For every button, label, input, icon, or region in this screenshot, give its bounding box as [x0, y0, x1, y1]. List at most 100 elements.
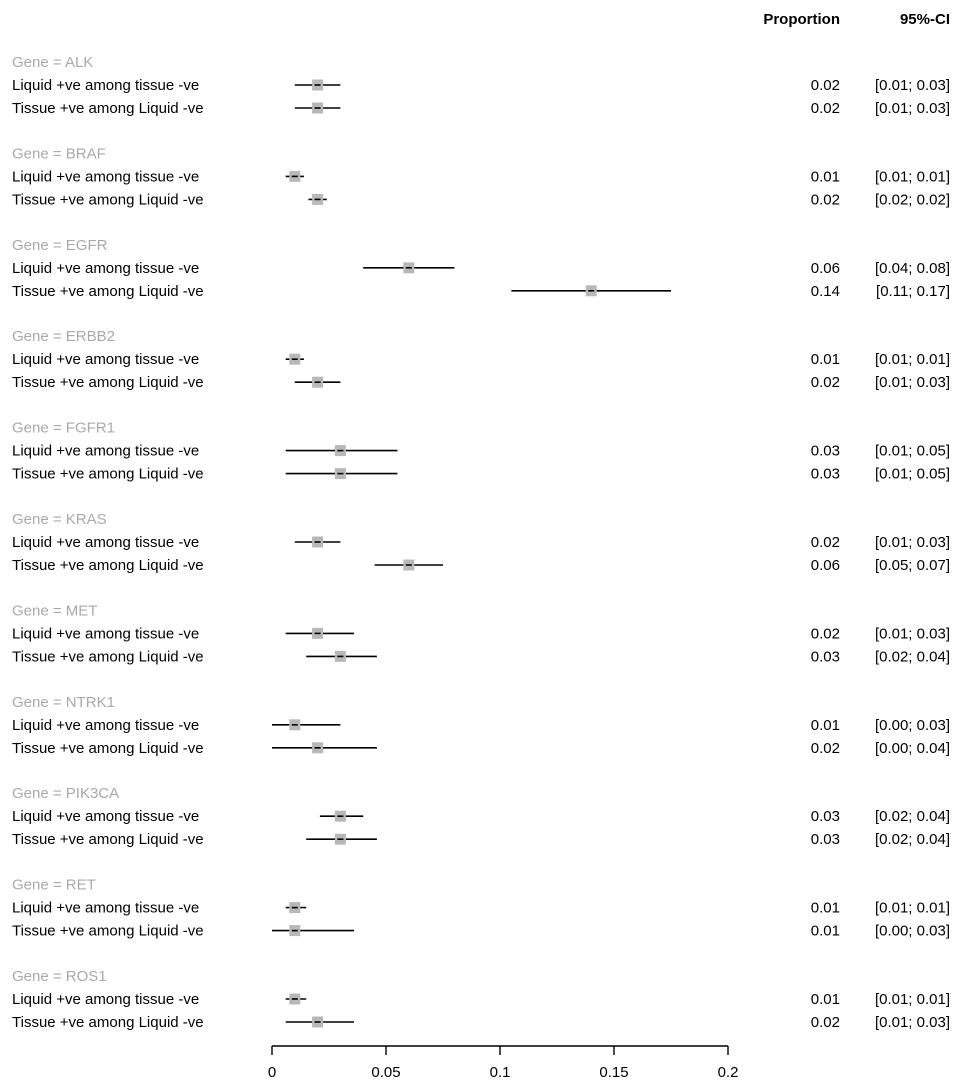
gene-group: Gene = MET Liquid +ve among tissue -ve 0.0… — [12, 602, 950, 665]
proportion-value: 0.03 — [811, 808, 840, 825]
table-row: Tissue +ve among Liquid -ve 0.06 [0.05; 0.… — [12, 557, 950, 574]
row-label: Tissue +ve among Liquid -ve — [12, 100, 204, 117]
proportion-value: 0.01 — [811, 923, 840, 940]
row-label: Tissue +ve among Liquid -ve — [12, 283, 204, 300]
proportion-value: 0.01 — [811, 351, 840, 368]
group-label: Gene = NTRK1 — [12, 694, 115, 711]
row-label: Tissue +ve among Liquid -ve — [12, 191, 204, 208]
table-row: Liquid +ve among tissue -ve 0.01 [0.01; 0.… — [12, 900, 950, 917]
group-label: Gene = ALK — [12, 54, 93, 71]
row-label: Tissue +ve among Liquid -ve — [12, 557, 204, 574]
header-ci: 95%-CI — [900, 11, 950, 28]
row-label: Tissue +ve among Liquid -ve — [12, 740, 204, 757]
table-row: Liquid +ve among tissue -ve 0.02 [0.01; 0.… — [12, 534, 950, 551]
proportion-value: 0.03 — [811, 466, 840, 483]
table-row: Tissue +ve among Liquid -ve 0.03 [0.01; 0.… — [12, 466, 950, 483]
ci-value: [0.01; 0.03] — [875, 534, 950, 551]
proportion-value: 0.02 — [811, 77, 840, 94]
gene-group: Gene = EGFR Liquid +ve among tissue -ve 0.… — [12, 237, 950, 300]
row-label: Liquid +ve among tissue -ve — [12, 808, 199, 825]
proportion-value: 0.02 — [811, 625, 840, 642]
ci-value: [0.01; 0.01] — [875, 351, 950, 368]
proportion-value: 0.02 — [811, 1014, 840, 1031]
proportion-value: 0.01 — [811, 168, 840, 185]
table-row: Liquid +ve among tissue -ve 0.02 [0.01; 0.… — [12, 625, 950, 642]
table-row: Liquid +ve among tissue -ve 0.01 [0.00; 0.… — [12, 717, 950, 734]
gene-group: Gene = ALK Liquid +ve among tissue -ve 0.0… — [12, 54, 950, 117]
proportion-value: 0.02 — [811, 374, 840, 391]
proportion-value: 0.03 — [811, 648, 840, 665]
ci-value: [0.02; 0.02] — [875, 191, 950, 208]
ci-value: [0.01; 0.01] — [875, 991, 950, 1008]
row-label: Tissue +ve among Liquid -ve — [12, 1014, 204, 1031]
row-label: Tissue +ve among Liquid -ve — [12, 374, 204, 391]
row-label: Tissue +ve among Liquid -ve — [12, 923, 204, 940]
proportion-value: 0.01 — [811, 991, 840, 1008]
gene-group: Gene = NTRK1 Liquid +ve among tissue -ve 0… — [12, 694, 950, 757]
table-row: Tissue +ve among Liquid -ve 0.03 [0.02; 0.… — [12, 831, 950, 848]
table-row: Tissue +ve among Liquid -ve 0.02 [0.01; 0.… — [12, 1014, 950, 1031]
table-row: Liquid +ve among tissue -ve 0.02 [0.01; 0.… — [12, 77, 950, 94]
ci-value: [0.01; 0.05] — [875, 443, 950, 460]
table-row: Tissue +ve among Liquid -ve 0.02 [0.01; 0.… — [12, 374, 950, 391]
row-label: Tissue +ve among Liquid -ve — [12, 466, 204, 483]
proportion-value: 0.03 — [811, 443, 840, 460]
ci-value: [0.01; 0.01] — [875, 168, 950, 185]
row-label: Liquid +ve among tissue -ve — [12, 443, 199, 460]
row-label: Liquid +ve among tissue -ve — [12, 260, 199, 277]
group-label: Gene = KRAS — [12, 511, 107, 528]
ci-value: [0.01; 0.01] — [875, 900, 950, 917]
ci-value: [0.01; 0.03] — [875, 77, 950, 94]
ci-value: [0.01; 0.03] — [875, 1014, 950, 1031]
gene-group: Gene = RET Liquid +ve among tissue -ve 0.0… — [12, 877, 950, 940]
group-label: Gene = BRAF — [12, 145, 106, 162]
ci-value: [0.05; 0.07] — [875, 557, 950, 574]
table-row: Tissue +ve among Liquid -ve 0.01 [0.00; 0.… — [12, 923, 950, 940]
row-label: Tissue +ve among Liquid -ve — [12, 831, 204, 848]
proportion-value: 0.06 — [811, 260, 840, 277]
proportion-value: 0.01 — [811, 900, 840, 917]
proportion-value: 0.06 — [811, 557, 840, 574]
ci-value: [0.01; 0.03] — [875, 625, 950, 642]
gene-group: Gene = ROS1 Liquid +ve among tissue -ve 0.… — [12, 968, 950, 1031]
row-label: Liquid +ve among tissue -ve — [12, 77, 199, 94]
table-row: Liquid +ve among tissue -ve 0.01 [0.01; 0.… — [12, 168, 950, 185]
x-tick-label: 0.05 — [371, 1064, 400, 1081]
ci-value: [0.04; 0.08] — [875, 260, 950, 277]
ci-value: [0.00; 0.03] — [875, 923, 950, 940]
header-proportion: Proportion — [763, 11, 840, 28]
table-row: Liquid +ve among tissue -ve 0.03 [0.01; 0.… — [12, 443, 950, 460]
table-row: Liquid +ve among tissue -ve 0.06 [0.04; 0.… — [12, 260, 950, 277]
row-label: Liquid +ve among tissue -ve — [12, 351, 199, 368]
proportion-value: 0.02 — [811, 191, 840, 208]
gene-group: Gene = FGFR1 Liquid +ve among tissue -ve 0… — [12, 420, 950, 483]
x-tick-label: 0.2 — [718, 1064, 739, 1081]
proportion-value: 0.01 — [811, 717, 840, 734]
ci-value: [0.02; 0.04] — [875, 648, 950, 665]
group-label: Gene = ROS1 — [12, 968, 107, 985]
proportion-value: 0.14 — [811, 283, 840, 300]
ci-value: [0.11; 0.17] — [876, 283, 950, 300]
x-axis: 0 0.05 0.1 0.15 0.2 — [268, 1045, 739, 1081]
group-label: Gene = RET — [12, 877, 96, 894]
table-row: Tissue +ve among Liquid -ve 0.02 [0.01; 0.… — [12, 100, 950, 117]
row-label: Liquid +ve among tissue -ve — [12, 717, 199, 734]
ci-value: [0.00; 0.04] — [875, 740, 950, 757]
table-row: Tissue +ve among Liquid -ve 0.14 [0.11; 0.… — [12, 283, 950, 300]
row-label: Liquid +ve among tissue -ve — [12, 534, 199, 551]
ci-value: [0.00; 0.03] — [875, 717, 950, 734]
proportion-value: 0.02 — [811, 100, 840, 117]
table-row: Liquid +ve among tissue -ve 0.03 [0.02; 0.… — [12, 808, 950, 825]
table-row: Tissue +ve among Liquid -ve 0.03 [0.02; 0.… — [12, 648, 950, 665]
gene-group: Gene = ERBB2 Liquid +ve among tissue -ve 0… — [12, 328, 950, 391]
row-label: Liquid +ve among tissue -ve — [12, 168, 199, 185]
group-label: Gene = EGFR — [12, 237, 108, 254]
ci-value: [0.02; 0.04] — [875, 831, 950, 848]
group-label: Gene = PIK3CA — [12, 785, 119, 802]
ci-value: [0.02; 0.04] — [875, 808, 950, 825]
table-row: Tissue +ve among Liquid -ve 0.02 [0.00; 0.… — [12, 740, 950, 757]
table-row: Liquid +ve among tissue -ve 0.01 [0.01; 0.… — [12, 991, 950, 1008]
group-label: Gene = ERBB2 — [12, 328, 115, 345]
table-row: Liquid +ve among tissue -ve 0.01 [0.01; 0.… — [12, 351, 950, 368]
row-label: Liquid +ve among tissue -ve — [12, 625, 199, 642]
